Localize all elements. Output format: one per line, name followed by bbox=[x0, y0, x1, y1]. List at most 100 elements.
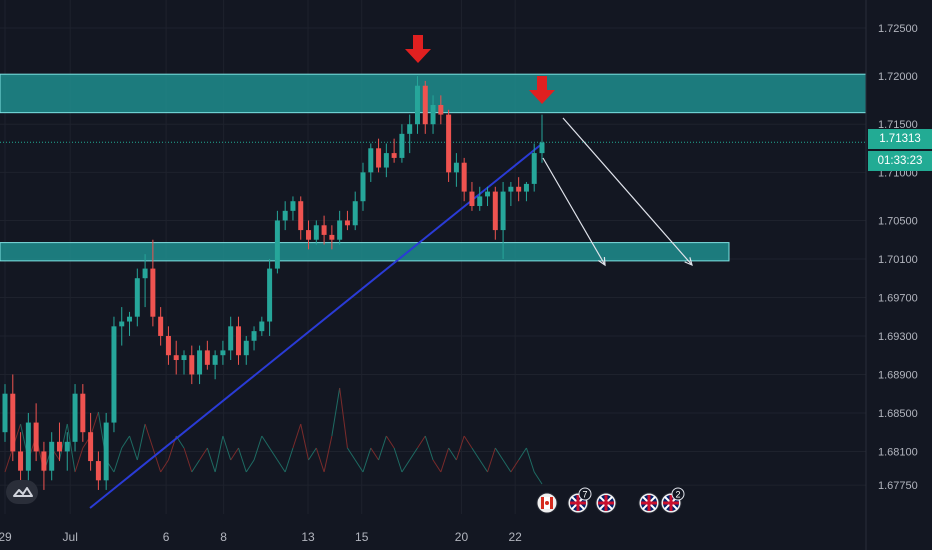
candle[interactable] bbox=[290, 196, 296, 221]
candle[interactable] bbox=[469, 181, 475, 211]
candle[interactable] bbox=[453, 153, 459, 187]
candle[interactable] bbox=[49, 432, 55, 481]
candle[interactable] bbox=[243, 335, 249, 365]
candle[interactable] bbox=[10, 374, 16, 462]
candle[interactable] bbox=[485, 186, 491, 207]
candle[interactable] bbox=[414, 76, 420, 134]
candle[interactable] bbox=[461, 157, 467, 202]
candle[interactable] bbox=[25, 412, 31, 481]
candle[interactable] bbox=[492, 186, 498, 240]
time-axis[interactable]: 29 Jul 6 8 13 15 20 22 bbox=[0, 530, 522, 544]
candle[interactable] bbox=[142, 254, 148, 308]
candle[interactable] bbox=[329, 225, 335, 250]
uptrend-line[interactable] bbox=[89, 144, 541, 509]
uk-flag-icon[interactable]: 2 bbox=[660, 487, 685, 514]
candle[interactable] bbox=[197, 345, 203, 385]
uk-flag-icon[interactable]: 7 bbox=[567, 487, 592, 514]
candle[interactable] bbox=[103, 412, 109, 490]
candle[interactable] bbox=[72, 384, 78, 452]
candle[interactable] bbox=[259, 316, 265, 336]
candle[interactable] bbox=[33, 403, 39, 462]
tradingview-logo[interactable] bbox=[6, 480, 38, 504]
volume-segment bbox=[245, 459, 255, 473]
uk-flag-icon[interactable] bbox=[595, 492, 617, 514]
candle[interactable] bbox=[56, 422, 62, 462]
candle[interactable] bbox=[321, 215, 327, 245]
candle[interactable] bbox=[111, 316, 117, 433]
candle[interactable] bbox=[282, 201, 288, 231]
uk-flag-icon[interactable] bbox=[638, 492, 660, 514]
candle[interactable] bbox=[173, 340, 179, 375]
candle[interactable] bbox=[267, 258, 273, 336]
candle-body bbox=[500, 191, 506, 231]
candle[interactable] bbox=[158, 307, 164, 346]
candle-body bbox=[243, 340, 249, 356]
ca-flag-icon[interactable] bbox=[536, 492, 558, 514]
candle[interactable] bbox=[516, 177, 522, 202]
candle[interactable] bbox=[274, 210, 280, 274]
candle[interactable] bbox=[119, 307, 125, 346]
candle[interactable] bbox=[189, 345, 195, 385]
candle[interactable] bbox=[407, 114, 413, 154]
candle[interactable] bbox=[80, 384, 86, 442]
candle[interactable] bbox=[2, 384, 8, 442]
candle[interactable] bbox=[352, 191, 358, 231]
price-tick-label: 1.69700 bbox=[878, 292, 918, 304]
candle[interactable] bbox=[165, 326, 171, 365]
price-tick-label: 1.70500 bbox=[878, 215, 918, 227]
candles[interactable] bbox=[2, 76, 545, 500]
bar-countdown-label: 01:33:23 bbox=[868, 151, 932, 171]
candle[interactable] bbox=[251, 326, 257, 351]
candle[interactable] bbox=[64, 432, 70, 471]
candle[interactable] bbox=[337, 210, 343, 245]
projection-arrows[interactable] bbox=[542, 117, 693, 267]
candle[interactable] bbox=[204, 340, 210, 370]
candle[interactable] bbox=[539, 114, 545, 163]
candle[interactable] bbox=[150, 239, 156, 327]
candle[interactable] bbox=[383, 143, 389, 178]
candle[interactable] bbox=[422, 80, 428, 134]
candle[interactable] bbox=[399, 124, 405, 163]
candle[interactable] bbox=[41, 441, 47, 490]
candle[interactable] bbox=[134, 268, 140, 327]
candle-body bbox=[64, 441, 70, 452]
candle[interactable] bbox=[376, 138, 382, 173]
candle[interactable] bbox=[368, 143, 374, 182]
red-arrow-markers[interactable] bbox=[405, 35, 555, 104]
candle[interactable] bbox=[95, 451, 101, 490]
volume-segment bbox=[455, 435, 465, 461]
volume-segment bbox=[4, 447, 14, 473]
candle[interactable] bbox=[438, 95, 444, 125]
candle[interactable] bbox=[500, 181, 506, 259]
candle[interactable] bbox=[313, 220, 319, 245]
candle[interactable] bbox=[228, 316, 234, 361]
candle[interactable] bbox=[523, 181, 529, 202]
candle-body bbox=[25, 422, 31, 471]
time-tick-label: 29 bbox=[0, 530, 12, 544]
candle[interactable] bbox=[306, 220, 312, 250]
candle[interactable] bbox=[531, 143, 537, 192]
candle[interactable] bbox=[477, 186, 483, 211]
candle[interactable] bbox=[508, 181, 514, 207]
candle[interactable] bbox=[430, 95, 436, 134]
support-zone[interactable] bbox=[0, 242, 730, 262]
candle[interactable] bbox=[88, 412, 94, 471]
price-axis[interactable]: 1.725001.720001.715001.710001.705001.701… bbox=[878, 23, 918, 492]
projection-arrow[interactable] bbox=[562, 117, 693, 266]
projection-arrow[interactable] bbox=[542, 157, 606, 266]
candle[interactable] bbox=[235, 316, 241, 365]
candle[interactable] bbox=[181, 350, 187, 375]
candle[interactable] bbox=[220, 340, 226, 365]
trendline[interactable] bbox=[89, 144, 541, 509]
candle[interactable] bbox=[127, 311, 133, 336]
candle-body bbox=[235, 326, 241, 356]
candle[interactable] bbox=[360, 162, 366, 211]
candle[interactable] bbox=[344, 210, 350, 231]
candle[interactable] bbox=[298, 196, 304, 240]
candle-body bbox=[438, 104, 444, 115]
candle[interactable] bbox=[212, 350, 218, 380]
candle[interactable] bbox=[446, 109, 452, 182]
candle[interactable] bbox=[391, 138, 397, 163]
